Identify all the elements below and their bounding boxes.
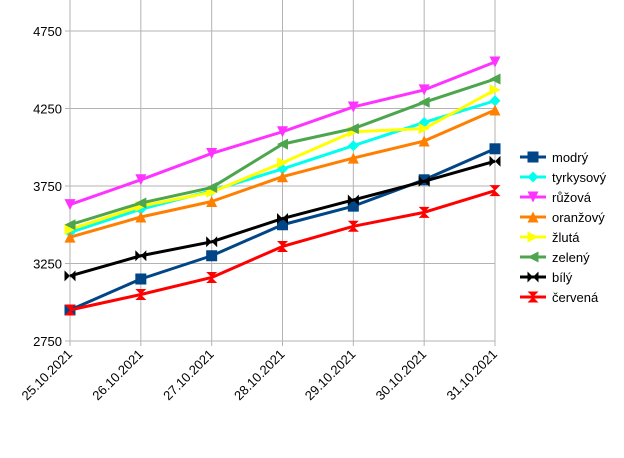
- series-7: [64, 155, 501, 282]
- legend-item: tyrkysový: [520, 170, 607, 185]
- data-point: [489, 104, 501, 116]
- legend-swatch-marker: [527, 191, 539, 203]
- data-point: [206, 236, 218, 248]
- data-point: [347, 123, 359, 135]
- y-tick-label: 3750: [33, 179, 62, 194]
- x-tick-label: 31.10.2021: [443, 347, 500, 404]
- data-point: [277, 157, 288, 169]
- data-point: [347, 140, 359, 152]
- y-tick-label: 4250: [33, 102, 62, 117]
- legend-swatch-marker: [527, 231, 539, 243]
- legend-label: zelený: [552, 250, 590, 265]
- data-point: [277, 138, 288, 150]
- legend-swatch-marker: [527, 291, 539, 303]
- series-4: [64, 104, 501, 243]
- legend-item: oranžový: [520, 210, 605, 225]
- data-point: [64, 219, 76, 231]
- legend-label: bílý: [552, 270, 573, 285]
- legend-label: oranžový: [552, 210, 605, 225]
- data-point: [64, 231, 76, 243]
- legend-swatch-marker: [527, 151, 539, 163]
- data-point: [135, 250, 147, 262]
- data-point: [418, 135, 430, 147]
- series-6: [64, 73, 501, 231]
- legend-item: zelený: [520, 250, 590, 265]
- data-point: [277, 219, 288, 231]
- legend-label: růžová: [552, 190, 592, 205]
- data-point: [206, 250, 218, 262]
- data-point: [489, 143, 501, 155]
- series-group: [64, 56, 501, 316]
- x-tick-label: 29.10.2021: [302, 347, 359, 404]
- data-point: [64, 304, 76, 316]
- data-point: [64, 199, 76, 211]
- series-8: [64, 185, 501, 316]
- data-point: [418, 206, 430, 218]
- x-tick-label: 28.10.2021: [231, 347, 288, 404]
- data-point: [135, 289, 147, 300]
- data-point: [206, 182, 218, 194]
- legend-swatch-marker: [527, 171, 539, 183]
- data-point: [418, 175, 430, 187]
- data-point: [347, 101, 359, 113]
- y-tick-label: 3250: [33, 257, 62, 272]
- x-tick-label: 27.10.2021: [160, 347, 217, 404]
- data-point: [277, 171, 288, 183]
- legend-item: žlutá: [520, 230, 580, 245]
- legend-item: modrý: [520, 150, 589, 165]
- data-point: [64, 223, 76, 235]
- data-point: [347, 152, 359, 164]
- legend-swatch-marker: [527, 251, 539, 263]
- data-point: [135, 211, 147, 223]
- legend-label: červená: [552, 290, 599, 305]
- data-point: [135, 197, 147, 209]
- x-tick-label: 25.10.2021: [18, 347, 75, 404]
- x-tick-label: 26.10.2021: [89, 347, 146, 404]
- legend-swatch-marker: [527, 271, 539, 283]
- legend-item: růžová: [520, 190, 592, 205]
- legend-label: tyrkysový: [552, 170, 607, 185]
- legend-label: žlutá: [552, 230, 580, 245]
- series-3: [64, 56, 501, 211]
- legend-label: modrý: [552, 150, 589, 165]
- y-tick-label: 2750: [33, 334, 62, 349]
- data-point: [489, 56, 501, 68]
- legend-swatch-marker: [527, 211, 539, 223]
- data-point: [347, 220, 359, 232]
- data-point: [347, 200, 359, 212]
- data-point: [277, 126, 288, 138]
- data-point: [489, 84, 501, 96]
- data-point: [489, 73, 501, 85]
- data-point: [489, 95, 501, 107]
- data-point: [418, 123, 430, 135]
- data-point: [418, 84, 430, 96]
- data-point: [277, 213, 288, 225]
- data-point: [206, 196, 218, 207]
- data-point: [418, 96, 430, 108]
- data-point: [489, 185, 501, 197]
- legend-item: červená: [520, 290, 599, 305]
- data-point: [135, 273, 147, 285]
- x-tick-label: 30.10.2021: [373, 347, 430, 404]
- axes: 2750 3250 3750 4250 4750 25.10.2021 26.10.2021…: [18, 24, 500, 403]
- data-point: [64, 270, 76, 282]
- data-point: [135, 174, 147, 186]
- y-tick-label: 4750: [33, 24, 62, 39]
- legend-item: bílý: [520, 270, 573, 285]
- data-point: [206, 271, 218, 283]
- legend: modrý tyrkysový růžová oranžový žlutá zelený b…: [520, 150, 607, 305]
- data-point: [347, 194, 359, 206]
- data-point: [277, 240, 288, 252]
- data-point: [489, 155, 501, 167]
- data-point: [206, 147, 218, 159]
